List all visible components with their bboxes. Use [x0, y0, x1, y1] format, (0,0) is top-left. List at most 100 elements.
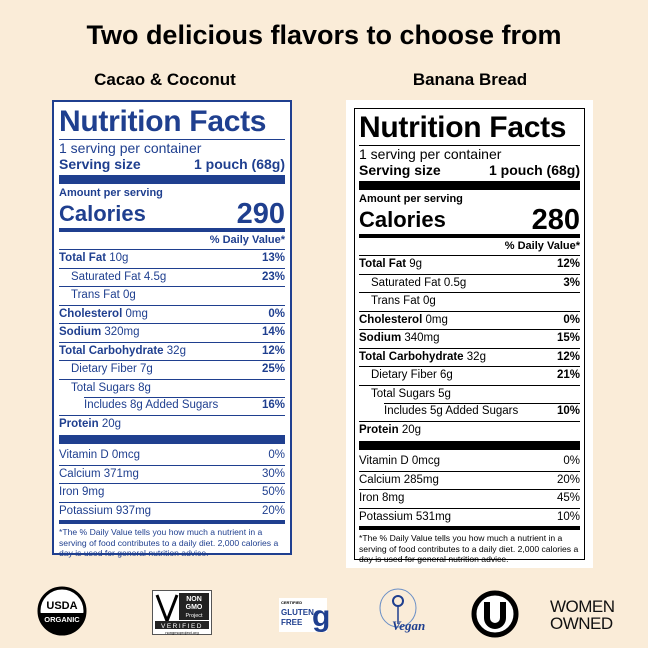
micronutrient-name: Calcium — [59, 467, 101, 480]
nutrient-amount: 20g — [401, 423, 422, 436]
nutrient-amount: 0.5g — [443, 276, 467, 289]
micronutrient-percent: 0% — [563, 455, 580, 467]
servings-per-container: 1 serving per container — [359, 146, 502, 162]
non-text: NON — [186, 596, 202, 603]
micronutrient-row: Potassium 531mg 10% — [359, 507, 580, 527]
serving-size-value: 1 pouch (68g) — [193, 156, 285, 172]
nutrient-name-amount: Protein 20g — [59, 416, 121, 434]
vegan-text: Vegan — [392, 618, 425, 633]
nutrient-percent: 15% — [556, 332, 580, 344]
nutrient-name: Total Sugars — [71, 381, 135, 394]
nutrient-amount: 0g — [422, 295, 436, 307]
nutrient-row: Protein 20g — [359, 420, 580, 440]
verified-text: VERIFIED — [161, 623, 203, 630]
nutrient-percent: 16% — [261, 399, 285, 411]
micronutrient-name-amount: Calcium 285mg — [359, 472, 439, 490]
micronutrient-name-amount: Iron 9mg — [59, 484, 104, 502]
label-title: Nutrition Facts — [59, 105, 267, 138]
nutrient-name: Trans Fat — [71, 289, 120, 301]
nutrient-name: Protein — [359, 423, 399, 436]
micronutrient-amount: 0mcg — [411, 455, 440, 467]
nutrient-name-amount: Total Fat 9g — [359, 256, 422, 274]
nutrient-name: Dietary Fiber — [71, 363, 137, 375]
nutrient-name: Total Fat — [359, 258, 407, 270]
nutrient-name: Total Carbohydrate — [59, 344, 164, 357]
micronutrient-amount: 937mg — [115, 504, 152, 517]
micronutrient-row: Potassium 937mg 20% — [59, 501, 285, 521]
nutrient-name: Protein — [59, 417, 99, 430]
micronutrient-name: Potassium — [359, 510, 413, 523]
nutrient-name: Total Sugars — [371, 387, 435, 400]
nutrient-row: Includes 5g Added Sugars 10% — [359, 403, 580, 421]
calories-row: Calories 290 — [59, 200, 285, 229]
nutrient-amount: 5g — [438, 387, 451, 400]
label-title: Nutrition Facts — [359, 111, 567, 144]
micronutrients: Vitamin D 0mcg 0% Calcium 285mg 20% Iron 8mg… — [359, 453, 580, 526]
nutrient-name-amount: Dietary Fiber 6g — [371, 367, 453, 385]
nutrient-row: Cholesterol 0mg 0% — [59, 304, 285, 324]
svg-text:g: g — [312, 600, 330, 633]
nutrient-amount: 20g — [101, 417, 122, 430]
micronutrient-amount: 371mg — [103, 467, 139, 480]
nutrient-name: Cholesterol — [59, 307, 123, 320]
micronutrient-percent: 20% — [556, 473, 580, 486]
calories-label: Calories — [59, 201, 146, 226]
serving-size-row: Serving size 1 pouch (68g) — [59, 156, 285, 173]
headline: Two delicious flavors to choose from — [86, 20, 562, 50]
calories-value: 280 — [531, 204, 580, 236]
gluten-free-icon: CERTIFIED GLUTEN FREE g — [278, 594, 336, 641]
micronutrient-name: Iron — [59, 486, 79, 498]
micronutrient-amount: 9mg — [82, 486, 105, 498]
micronutrient-percent: 30% — [261, 467, 285, 480]
nutrient-row: Trans Fat 0g — [359, 292, 580, 311]
nutrient-name: Sodium — [59, 326, 102, 338]
nutrient-name-amount: Includes 5g Added Sugars — [384, 403, 518, 421]
micronutrient-row: Calcium 371mg 30% — [59, 464, 285, 484]
micronutrient-percent: 0% — [268, 449, 285, 461]
nutrient-percent: 21% — [556, 369, 580, 381]
nutrient-row: Cholesterol 0mg 0% — [359, 310, 580, 330]
rule — [359, 145, 580, 146]
free-text: FREE — [281, 618, 303, 627]
micronutrient-amount: 8mg — [382, 492, 405, 504]
amount-per-serving: Amount per serving — [359, 193, 463, 205]
calories-row: Calories 280 — [359, 204, 580, 236]
daily-value-header: % Daily Value* — [209, 234, 285, 246]
nutrient-name-amount: Sodium 320mg — [59, 324, 140, 342]
nutrient-amount: 32g — [166, 344, 186, 357]
nutrient-name: Includes 5g Added Sugars — [384, 405, 519, 417]
thick-rule — [359, 181, 580, 190]
nutrient-row: Protein 20g — [59, 414, 285, 434]
nutrient-percent: 3% — [563, 276, 580, 289]
nutrient-row: Total Carbohydrate 32g 12% — [59, 341, 285, 361]
micronutrient-amount: 531mg — [415, 510, 452, 523]
nutrient-name-amount: Total Sugars 8g — [71, 380, 151, 398]
nutrient-amount: 0mg — [125, 307, 148, 320]
project-text: Project — [185, 613, 203, 619]
nutrient-name: Total Fat — [59, 252, 107, 264]
nutrient-row: Total Fat 10g 13% — [59, 249, 285, 268]
nutrient-amount: 0g — [122, 289, 136, 301]
nutrient-percent: 23% — [261, 270, 285, 283]
nutrient-row: Sodium 320mg 14% — [59, 323, 285, 342]
micronutrient-name-amount: Calcium 371mg — [59, 466, 139, 484]
micronutrient-percent: 45% — [556, 492, 580, 504]
nutrient-row: Saturated Fat 4.5g 23% — [59, 267, 285, 287]
organic-text: ORGANIC — [44, 615, 80, 624]
serving-size-value: 1 pouch (68g) — [488, 162, 580, 178]
micronutrient-percent: 50% — [261, 486, 285, 498]
nutrient-amount: 6g — [440, 369, 453, 381]
micronutrient-name-amount: Potassium 531mg — [359, 509, 451, 527]
women-owned-icon: WOMEN OWNED — [550, 598, 615, 632]
nutrient-percent: 25% — [261, 363, 285, 375]
nutrient-name-amount: Cholesterol 0mg — [359, 312, 448, 330]
gmo-text: GMO — [186, 604, 203, 611]
women-text: WOMEN — [550, 597, 615, 616]
nutrient-row: Trans Fat 0g — [59, 286, 285, 305]
micronutrient-row: Iron 8mg 45% — [359, 489, 580, 508]
nutrient-percent: 12% — [556, 350, 580, 363]
nutrient-percent: 0% — [268, 307, 285, 320]
medium-rule — [359, 526, 580, 530]
footnote: *The % Daily Value tells you how much a … — [359, 533, 579, 564]
nutrient-row: Total Carbohydrate 32g 12% — [359, 347, 580, 367]
